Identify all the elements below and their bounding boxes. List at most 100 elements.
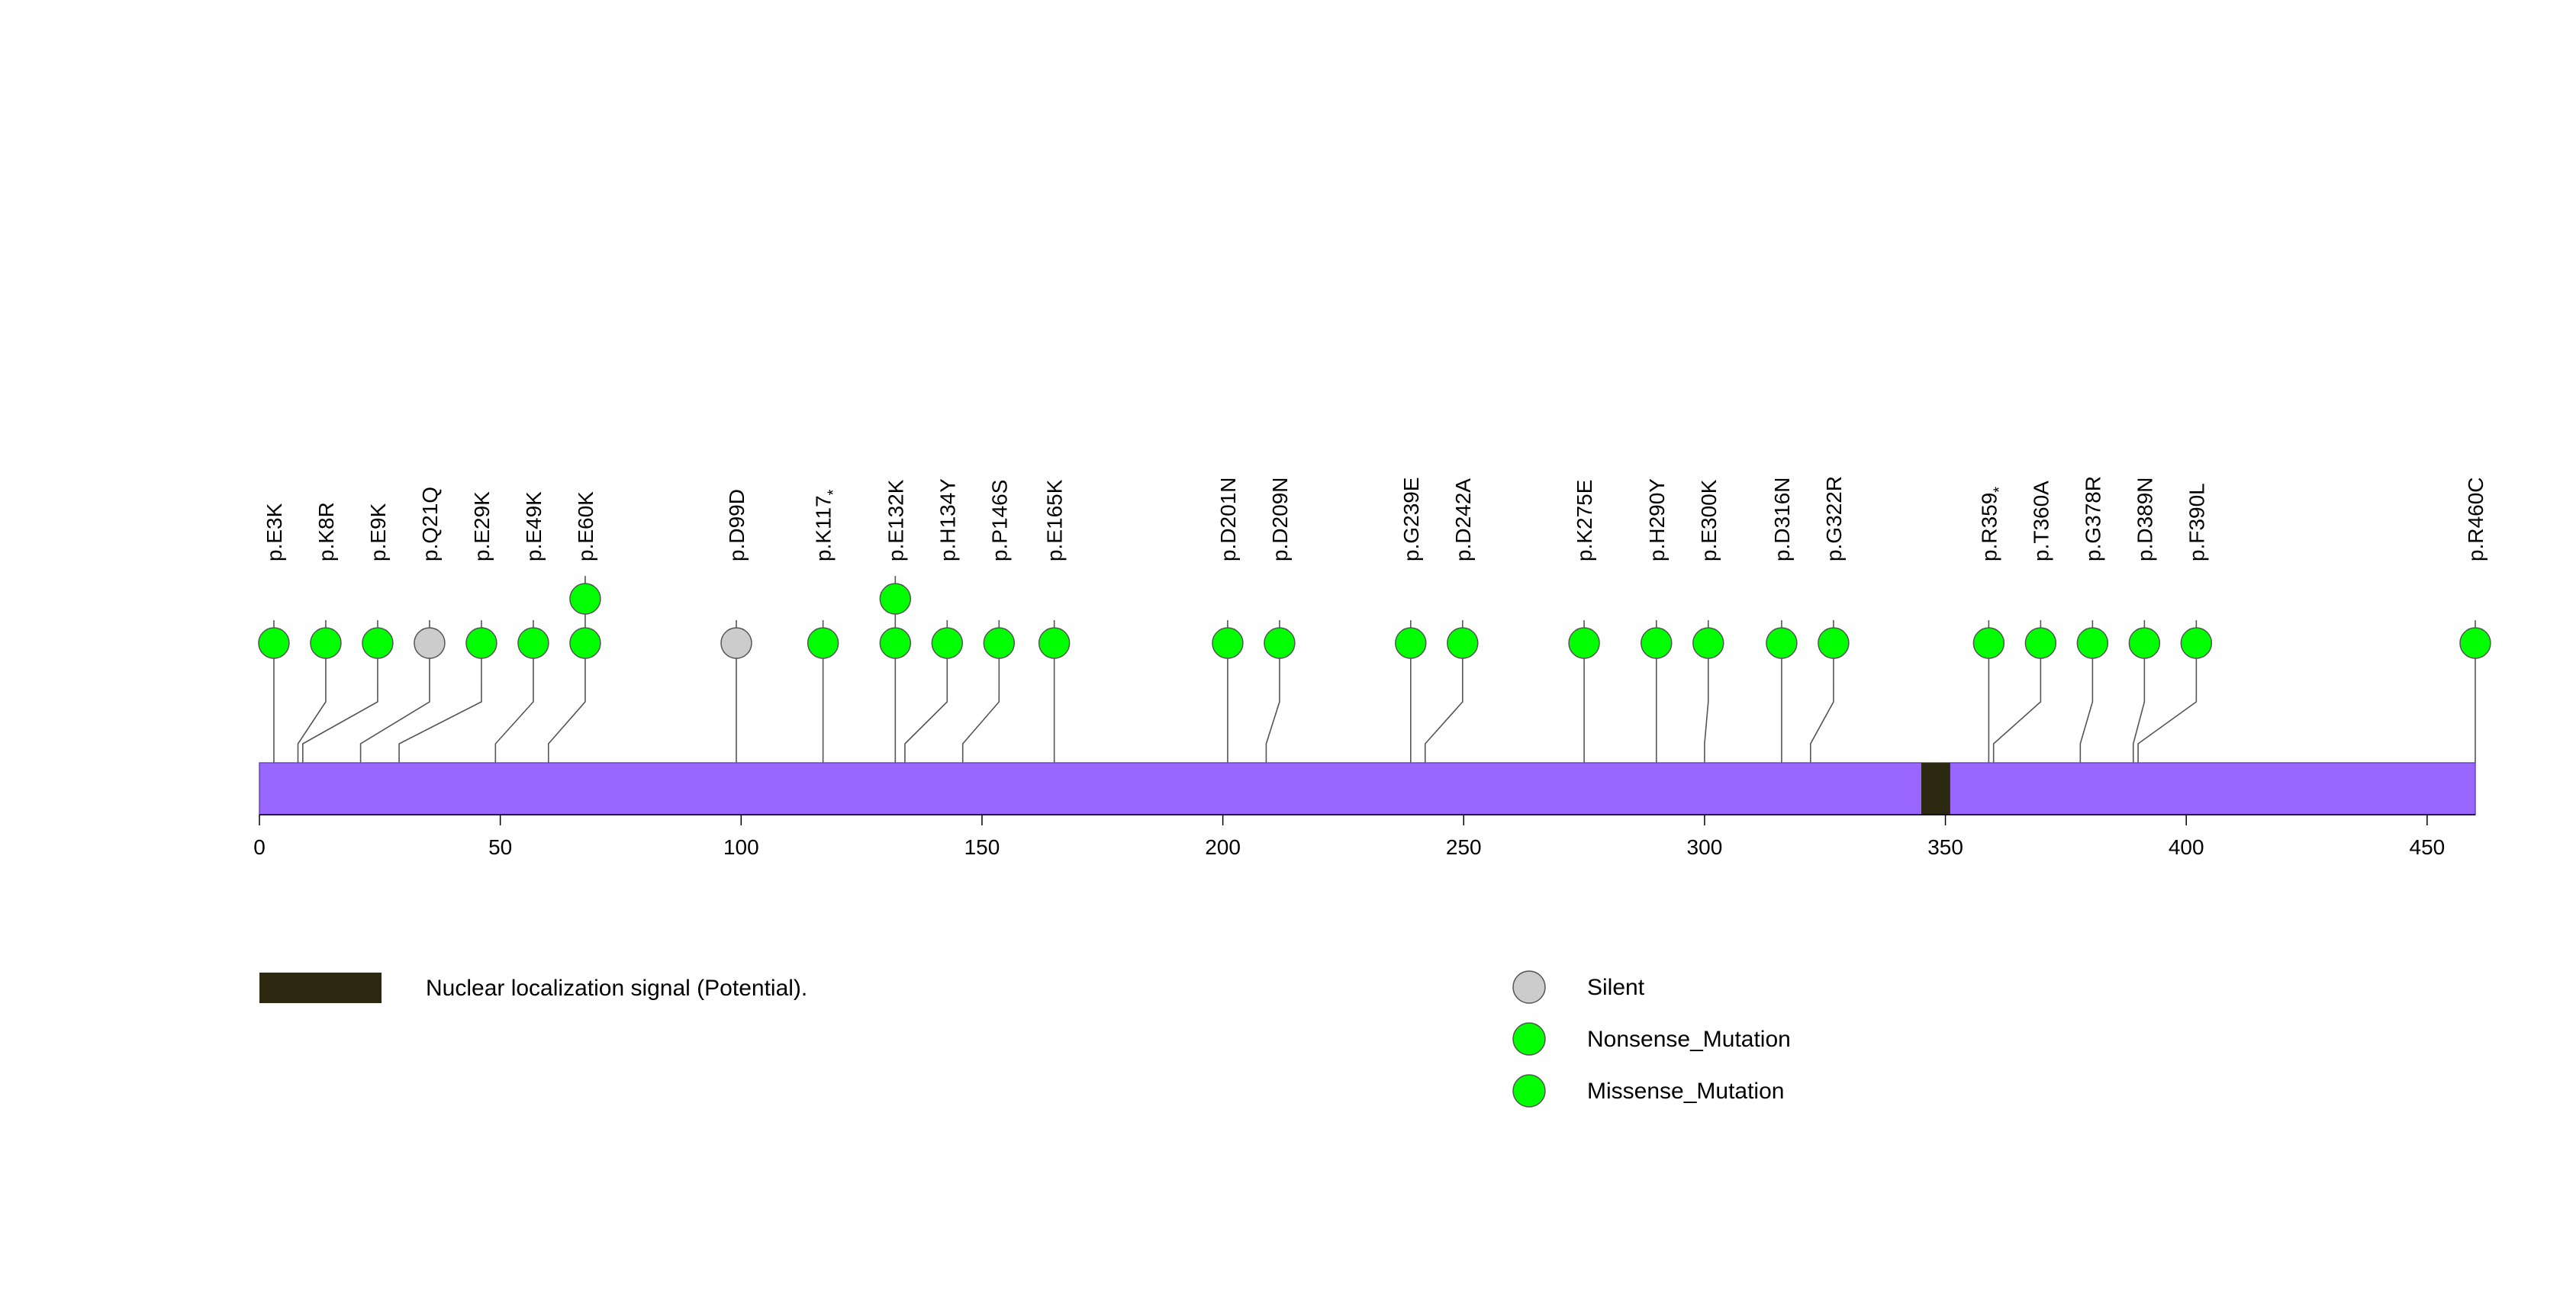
mutation-point-p.E60K[interactable] <box>569 583 601 615</box>
connector-p.P146S <box>961 687 1000 763</box>
mutation-point-p.E9K[interactable] <box>362 627 394 659</box>
domain-nls <box>1921 763 1950 815</box>
mutation-point-p.G378R[interactable] <box>2076 627 2109 659</box>
protein-bar <box>259 762 2476 815</box>
mutation-point-p.H134Y[interactable] <box>931 627 964 659</box>
axis-tick-label: 400 <box>2169 835 2204 859</box>
mutation-label: p.D201N <box>1216 477 1240 561</box>
mutation-point-p.E165K[interactable] <box>1038 627 1071 659</box>
legend-label: Silent <box>1587 975 1645 1000</box>
mutation-label: p.G378R <box>2081 476 2104 561</box>
mutation-point-p.D316N[interactable] <box>1766 627 1798 659</box>
mutation-label: p.E165K <box>1043 479 1067 561</box>
mutation-label: p.K117* <box>812 489 842 561</box>
mutation-point-p.G322R[interactable] <box>1818 627 1850 659</box>
mutation-point-p.P146S[interactable] <box>983 627 1016 659</box>
connector-p.D242A <box>1424 687 1463 763</box>
connector-p.T360A <box>1992 687 2042 763</box>
protein-track <box>259 762 2476 815</box>
mutation-label: p.K8R <box>314 502 338 561</box>
mutation-label: p.H134Y <box>935 478 959 561</box>
mutation-point-p.E49K[interactable] <box>517 627 549 659</box>
mutation-point-p.D389N[interactable] <box>2128 627 2161 659</box>
mutation-label: p.E60K <box>574 491 597 561</box>
mutation-point-p.E29K[interactable] <box>465 627 497 659</box>
mutation-point-p.H290Y[interactable] <box>1641 627 1673 659</box>
legend-swatch-silent <box>1512 970 1546 1004</box>
mutation-point-p.D242A[interactable] <box>1447 627 1479 659</box>
connector-p.F390L <box>2137 687 2198 763</box>
legend-swatch-nonsense-mutation <box>1512 1022 1546 1056</box>
mutation-point-p.E60K[interactable] <box>569 627 601 659</box>
mutation-label: p.E3K <box>262 503 286 561</box>
connector-p.H134Y <box>904 687 948 763</box>
connector-p.E9K <box>302 687 378 763</box>
mutation-label: p.E300K <box>1697 479 1721 561</box>
connector-lines <box>273 576 2476 763</box>
mutation-label: p.D99D <box>725 489 749 561</box>
connector-p.E300K <box>1704 687 1709 763</box>
mutation-point-p.E3K[interactable] <box>258 627 290 659</box>
axis-tick-label: 300 <box>1687 835 1723 859</box>
mutation-point-p.K8R[interactable] <box>310 627 342 659</box>
connector-p.E49K <box>494 687 534 763</box>
legend-label: Nonsense_Mutation <box>1587 1027 1791 1052</box>
mutation-label: p.E49K <box>522 491 546 561</box>
mutation-label: p.E29K <box>470 491 494 561</box>
mutation-point-p.E300K[interactable] <box>1692 627 1724 659</box>
mutation-label: p.R460C <box>2464 477 2487 561</box>
mutation-label: p.D389N <box>2133 477 2156 561</box>
mutation-label: p.T360A <box>2029 481 2053 561</box>
legend-label: Missense_Mutation <box>1587 1079 1784 1104</box>
mutation-label: p.G239E <box>1399 477 1423 561</box>
axis-tick-label: 150 <box>964 835 1000 859</box>
mutation-point-p.E132K[interactable] <box>879 583 912 615</box>
axis-tick-label: 100 <box>723 835 759 859</box>
connector-p.D389N <box>2132 687 2146 763</box>
mutation-point-p.D209N[interactable] <box>1264 627 1296 659</box>
mutation-lollipops <box>258 583 2491 659</box>
axis-tick-label: 50 <box>488 835 512 859</box>
mutation-label: p.K275E <box>1573 480 1596 561</box>
mutation-label: p.R359* <box>1977 487 2008 561</box>
axis-tick-label: 350 <box>1927 835 1963 859</box>
mutation-labels: p.E3K p.K8R p.E9K p.Q21Q p.E29K p.E49K p.E60K p… <box>262 476 2487 561</box>
legend-domain-label: Nuclear localization signal (Potential). <box>426 976 807 1001</box>
mutation-point-p.D99D[interactable] <box>720 627 752 659</box>
axis-tick-label: 450 <box>2410 835 2446 859</box>
axis-tick-label: 0 <box>253 835 266 859</box>
mutation-label: p.D242A <box>1451 478 1475 561</box>
legend-swatch-missense-mutation <box>1512 1074 1546 1108</box>
connector-p.K8R <box>297 687 327 763</box>
connector-p.Q21Q <box>359 687 430 763</box>
mutation-label: p.E9K <box>366 503 390 561</box>
connector-p.D209N <box>1265 687 1280 763</box>
legend: Nuclear localization signal (Potential).… <box>259 970 1791 1108</box>
mutation-label: p.P146S <box>987 480 1011 561</box>
mutation-label: p.D316N <box>1770 477 1794 561</box>
position-axis: 0 50 100 150 200 250 300 350 400 450 <box>253 814 2475 859</box>
mutation-label: p.D209N <box>1268 477 1292 561</box>
mutation-point-p.K275E[interactable] <box>1568 627 1600 659</box>
mutation-label: p.F390L <box>2185 483 2208 561</box>
connector-p.E60K <box>547 687 586 763</box>
mutation-point-p.R460C[interactable] <box>2459 627 2491 659</box>
mutation-label: p.G322R <box>1822 476 1846 561</box>
mutation-point-p.Q21Q[interactable] <box>414 627 446 659</box>
mutation-point-p.K117[interactable] <box>807 627 839 659</box>
mutation-label: p.Q21Q <box>418 487 442 561</box>
legend-domain-swatch <box>259 973 382 1003</box>
mutation-label: p.H290Y <box>1645 478 1669 561</box>
axis-tick-label: 200 <box>1205 835 1241 859</box>
mutation-point-p.G239E[interactable] <box>1395 627 1427 659</box>
mutation-point-p.F390L[interactable] <box>2180 627 2213 659</box>
connector-p.G322R <box>1810 687 1834 763</box>
axis-tick-label: 250 <box>1446 835 1482 859</box>
mutation-label: p.E132K <box>884 479 907 561</box>
mutation-point-p.R359[interactable] <box>1972 627 2005 659</box>
mutation-point-p.E132K[interactable] <box>879 627 912 659</box>
mutation-point-p.T360A[interactable] <box>2024 627 2057 659</box>
mutation-point-p.D201N[interactable] <box>1212 627 1244 659</box>
